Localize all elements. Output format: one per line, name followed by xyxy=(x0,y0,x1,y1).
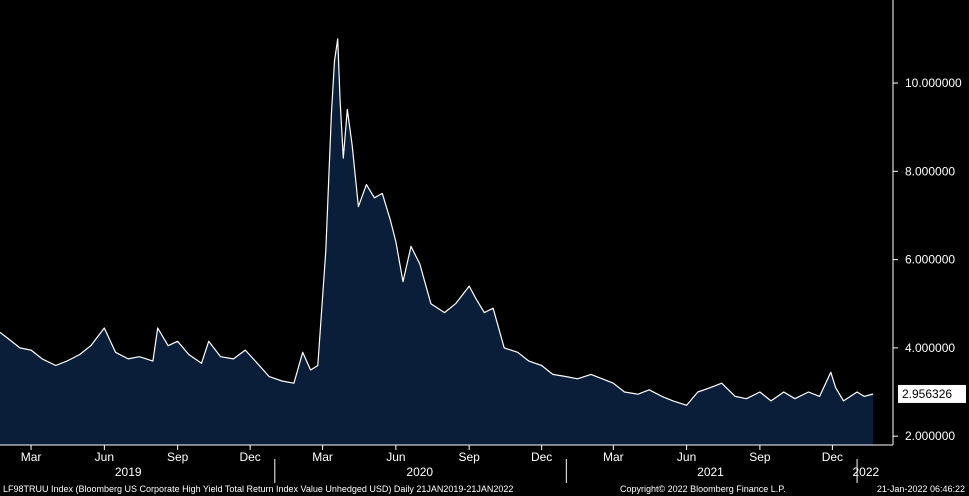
x-tick-label: Sep xyxy=(749,450,771,464)
last-value-badge xyxy=(898,384,966,403)
series-line xyxy=(0,38,874,406)
footer-ticker-description: LF98TRUU Index (Bloomberg US Corporate H… xyxy=(3,484,514,494)
plot-area xyxy=(0,38,874,446)
footer-copyright: Copyright© 2022 Bloomberg Finance L.P. xyxy=(620,484,786,494)
y-tick-label: 8.000000 xyxy=(905,164,955,178)
x-tick-label: Jun xyxy=(677,450,696,464)
x-tick-label: Mar xyxy=(603,450,624,464)
y-tick-label: 10.000000 xyxy=(905,76,962,90)
last-value-label: 2.956326 xyxy=(902,387,952,401)
x-tick-label: Dec xyxy=(531,450,552,464)
y-tick-label: 4.000000 xyxy=(905,341,955,355)
x-tick-label: Mar xyxy=(312,450,333,464)
x-tick-label: Jun xyxy=(386,450,405,464)
x-tick-label: Dec xyxy=(239,450,260,464)
x-year-label: 2020 xyxy=(406,465,433,479)
x-year-label: 2019 xyxy=(115,465,142,479)
footer-timestamp: 21-Jan-2022 06:46:22 xyxy=(876,484,965,494)
y-axis: 2.000000 4.000000 6.000000 8.000000 10.00000… xyxy=(892,0,966,445)
x-tick-label: Sep xyxy=(167,450,189,464)
x-tick-label: Jun xyxy=(95,450,114,464)
x-year-label: 2022 xyxy=(852,465,879,479)
y-tick-label: 2.000000 xyxy=(905,429,955,443)
x-tick-label: Mar xyxy=(21,450,42,464)
x-tick-label: Sep xyxy=(458,450,480,464)
x-tick-label: Dec xyxy=(822,450,843,464)
series-area xyxy=(0,38,873,446)
x-year-label: 2021 xyxy=(697,465,724,479)
y-tick-label: 6.000000 xyxy=(905,253,955,267)
x-axis: Mar Jun Sep Dec Mar Jun Sep Dec Mar Jun Sep Dec 2019… xyxy=(0,444,893,483)
